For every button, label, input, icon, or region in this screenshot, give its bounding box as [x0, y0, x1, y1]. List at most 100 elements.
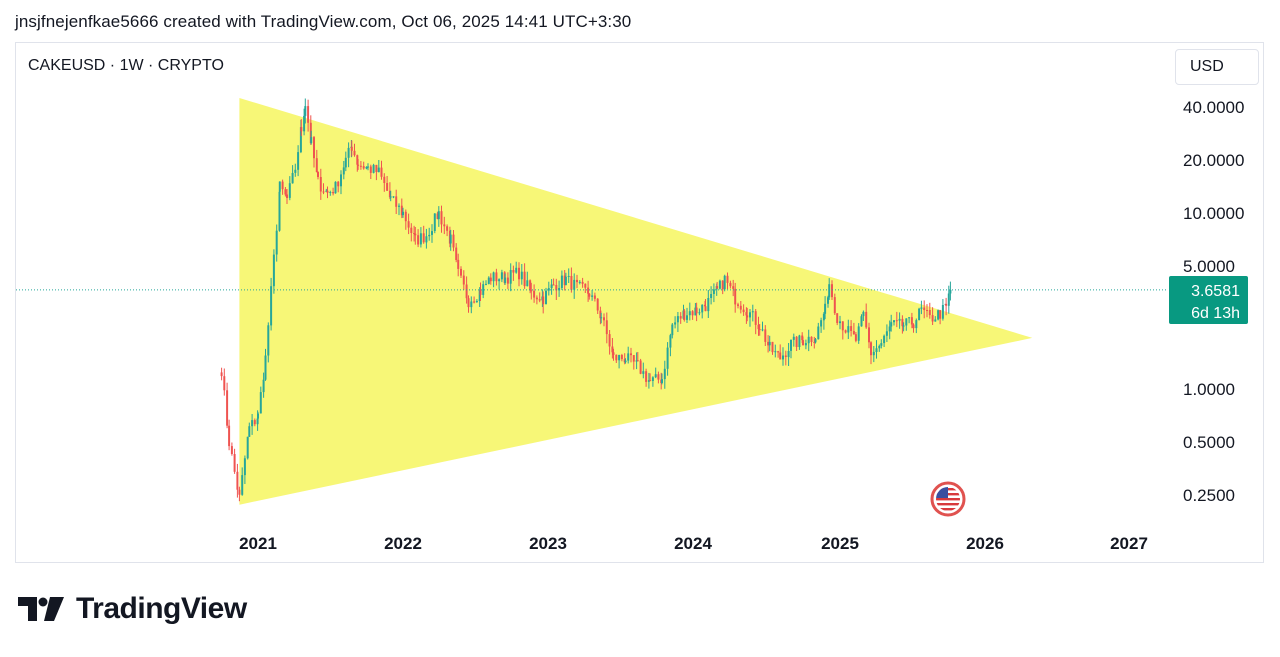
x-tick-label: 2025 — [821, 534, 859, 553]
candle-body — [822, 313, 825, 321]
candle-body — [299, 127, 302, 153]
candle-body — [500, 272, 503, 280]
candle-body — [901, 318, 904, 327]
candle-body — [820, 320, 823, 327]
candle-body — [666, 347, 669, 369]
candle-body — [520, 271, 523, 280]
candle-body — [578, 281, 581, 283]
time-axis[interactable]: 2021 2022 2023 2024 2025 2026 2027 — [239, 534, 1148, 553]
candle-body — [307, 106, 310, 123]
candle-body — [288, 183, 291, 198]
candle-body — [356, 155, 359, 165]
price-axis[interactable]: 40.0000 20.0000 10.0000 5.0000 1.0000 0.5000 0… — [1183, 98, 1244, 505]
candle-body — [669, 335, 672, 348]
symbol-label: CAKEUSD · 1W · CRYPTO — [28, 57, 224, 74]
candle-body — [515, 267, 518, 273]
candle-body — [860, 316, 863, 327]
candle-body — [342, 167, 345, 175]
candle-body — [787, 351, 790, 358]
candle-body — [596, 298, 599, 311]
candle-body — [264, 355, 267, 380]
tradingview-logo[interactable]: TradingView — [18, 592, 247, 626]
candle-body — [593, 295, 596, 299]
candle-body — [223, 376, 226, 391]
candle-body — [241, 475, 244, 495]
currency-button[interactable]: USD — [1175, 49, 1259, 85]
candle-body — [535, 297, 538, 300]
candle-body — [383, 176, 386, 183]
candle-body — [428, 234, 431, 237]
candle-body — [905, 318, 908, 326]
candle-body — [704, 306, 707, 312]
candle-body — [467, 298, 470, 308]
candle-body — [485, 283, 487, 285]
candle-body — [857, 326, 860, 341]
candle-body — [603, 317, 605, 321]
candle-body — [688, 311, 691, 316]
candle-body — [392, 196, 395, 198]
candle-body — [460, 268, 462, 276]
candle-body — [915, 320, 918, 329]
candle-body — [910, 317, 913, 325]
candle-body — [810, 336, 813, 342]
candle-body — [449, 234, 452, 244]
candle-body — [329, 192, 332, 193]
candle-body — [570, 276, 573, 290]
candle-body — [716, 286, 719, 289]
candle-body — [608, 334, 611, 347]
candle-body — [457, 259, 460, 269]
candle-body — [630, 353, 632, 356]
candle-body — [937, 310, 940, 320]
candle-body — [495, 272, 498, 282]
candle-body — [600, 317, 603, 319]
candle-body — [353, 150, 356, 156]
candle-body — [749, 312, 751, 318]
candle-body — [478, 290, 481, 301]
candle-body — [926, 310, 928, 311]
candle-body — [369, 166, 372, 173]
candle-body — [844, 330, 847, 333]
y-tick-label: 10.0000 — [1183, 204, 1244, 223]
candle-body — [262, 379, 265, 393]
candle-body — [827, 297, 829, 304]
us-flag-icon[interactable] — [930, 481, 966, 517]
candle-body — [632, 355, 635, 362]
candle-body — [611, 346, 614, 353]
candle-body — [817, 326, 820, 340]
candle-body — [890, 322, 893, 327]
candle-body — [256, 418, 259, 425]
candle-body — [676, 316, 679, 323]
candle-body — [286, 194, 288, 198]
candle-body — [587, 287, 590, 294]
candlestick-series — [220, 98, 952, 502]
price-tag: 3.6581 6d 13h — [1169, 276, 1248, 324]
candle-body — [721, 280, 724, 290]
candle-body — [278, 181, 281, 192]
candle-body — [883, 335, 886, 344]
candle-body — [841, 321, 844, 331]
candle-body — [584, 283, 587, 288]
candle-body — [902, 325, 905, 327]
candle-body — [238, 489, 241, 495]
candle-body — [795, 336, 798, 347]
candle-body — [888, 326, 891, 332]
candle-body — [319, 177, 322, 192]
candle-body — [683, 310, 686, 320]
candle-body — [599, 310, 602, 319]
candle-body — [782, 355, 784, 360]
candle-body — [425, 236, 428, 243]
y-tick-label: 20.0000 — [1183, 151, 1244, 170]
candle-body — [771, 341, 774, 353]
candle-body — [377, 167, 380, 173]
candle-body — [375, 164, 378, 172]
candle-body — [479, 290, 482, 295]
candle-body — [533, 290, 536, 298]
candle-body — [918, 308, 921, 321]
candle-body — [347, 147, 350, 158]
candle-body — [768, 341, 771, 346]
candle-body — [470, 301, 473, 308]
candle-body — [695, 307, 698, 314]
candle-body — [243, 458, 246, 476]
candle-body — [758, 329, 761, 331]
